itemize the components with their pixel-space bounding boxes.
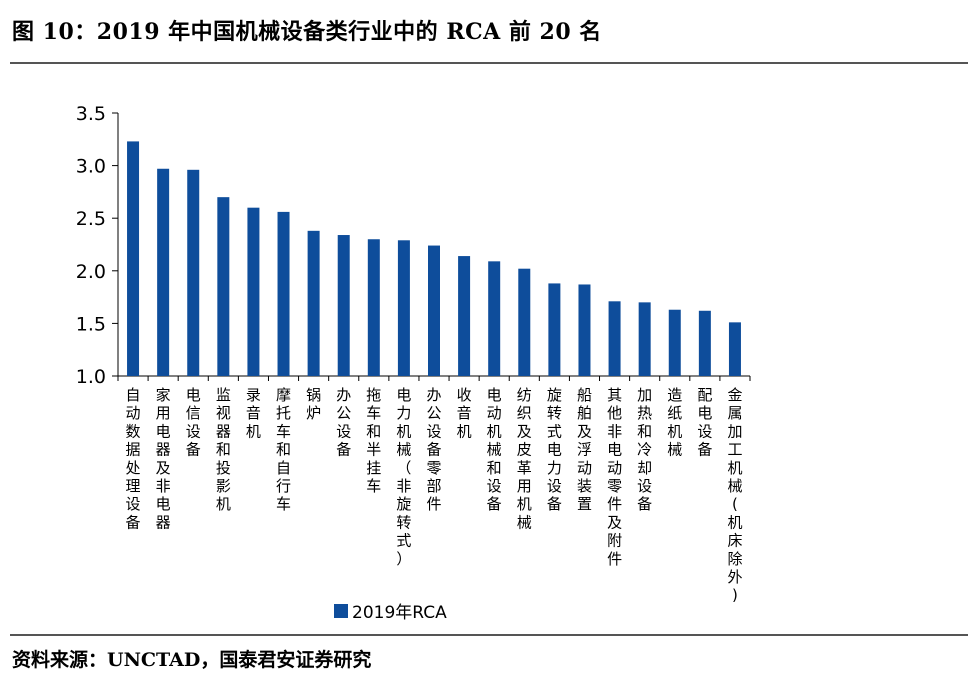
y-tick-label: 2.0: [76, 261, 106, 283]
bar: [668, 309, 681, 376]
x-tick-label: 自动数据处理设备: [126, 386, 141, 531]
bar: [187, 169, 200, 376]
title-rule: [10, 62, 968, 64]
bar: [578, 284, 591, 376]
x-tick-label: 加热和冷却设备: [637, 386, 652, 513]
x-tick-label: 纺织及皮革用机械: [517, 386, 532, 531]
x-tick-label: 拖车和半挂车: [366, 386, 381, 495]
x-tick-label: 旋转式电力设备: [547, 386, 562, 513]
x-tick-label: 办公设备零部件: [426, 386, 441, 513]
bar: [217, 197, 230, 376]
bar: [458, 256, 471, 376]
bar: [277, 211, 290, 376]
bar: [698, 310, 711, 376]
bar: [428, 245, 440, 376]
bar: [247, 207, 260, 376]
y-tick-label: 3.0: [76, 156, 106, 178]
x-tick-label: 船舶及浮动装置: [577, 386, 592, 513]
x-tick-label: 录音机: [246, 386, 261, 440]
y-tick-label: 2.5: [76, 208, 106, 230]
bar: [638, 302, 651, 376]
chart-legend: 2019年RCA: [334, 598, 447, 623]
bar: [367, 239, 380, 376]
y-tick-label: 1.0: [76, 366, 106, 388]
y-tick-label: 1.5: [76, 313, 106, 335]
bar: [157, 168, 170, 376]
x-tick-label: 电力机械（非旋转式）: [396, 386, 411, 568]
x-tick-label: 电动机械和设备: [487, 386, 502, 513]
bar: [337, 235, 350, 376]
x-tick-label: 锅炉: [306, 386, 321, 422]
bar: [728, 322, 741, 376]
x-tick-label: 造纸机械: [667, 386, 682, 459]
bar: [127, 141, 140, 376]
legend-label: 2019年RCA: [352, 603, 447, 623]
x-tick-label: 家用电器及非电器: [156, 386, 171, 531]
figure-title: 图 10：2019 年中国机械设备类行业中的 RCA 前 20 名: [12, 19, 602, 45]
bar: [397, 240, 410, 376]
source-rule: [10, 634, 968, 636]
legend-swatch: [334, 603, 348, 618]
bar: [307, 230, 320, 376]
bar: [488, 261, 501, 376]
bar: [608, 301, 621, 376]
bar: [548, 283, 561, 376]
x-tick-label: 监视器和投影机: [216, 386, 231, 513]
x-tick-label: 摩托车和自行车: [276, 386, 291, 513]
y-tick-label: 3.5: [76, 103, 106, 125]
x-tick-label: 其他非电动零件及附件: [607, 386, 622, 568]
bar: [518, 268, 531, 376]
source-note: 资料来源：UNCTAD，国泰君安证券研究: [12, 649, 372, 671]
x-tick-label: 办公设备: [336, 386, 351, 459]
x-tick-label: 电信设备: [186, 386, 201, 459]
x-tick-label: 金属加工机械(机床除外): [727, 386, 742, 604]
x-tick-label: 收音机: [457, 386, 472, 440]
x-tick-label: 配电设备: [697, 386, 712, 459]
